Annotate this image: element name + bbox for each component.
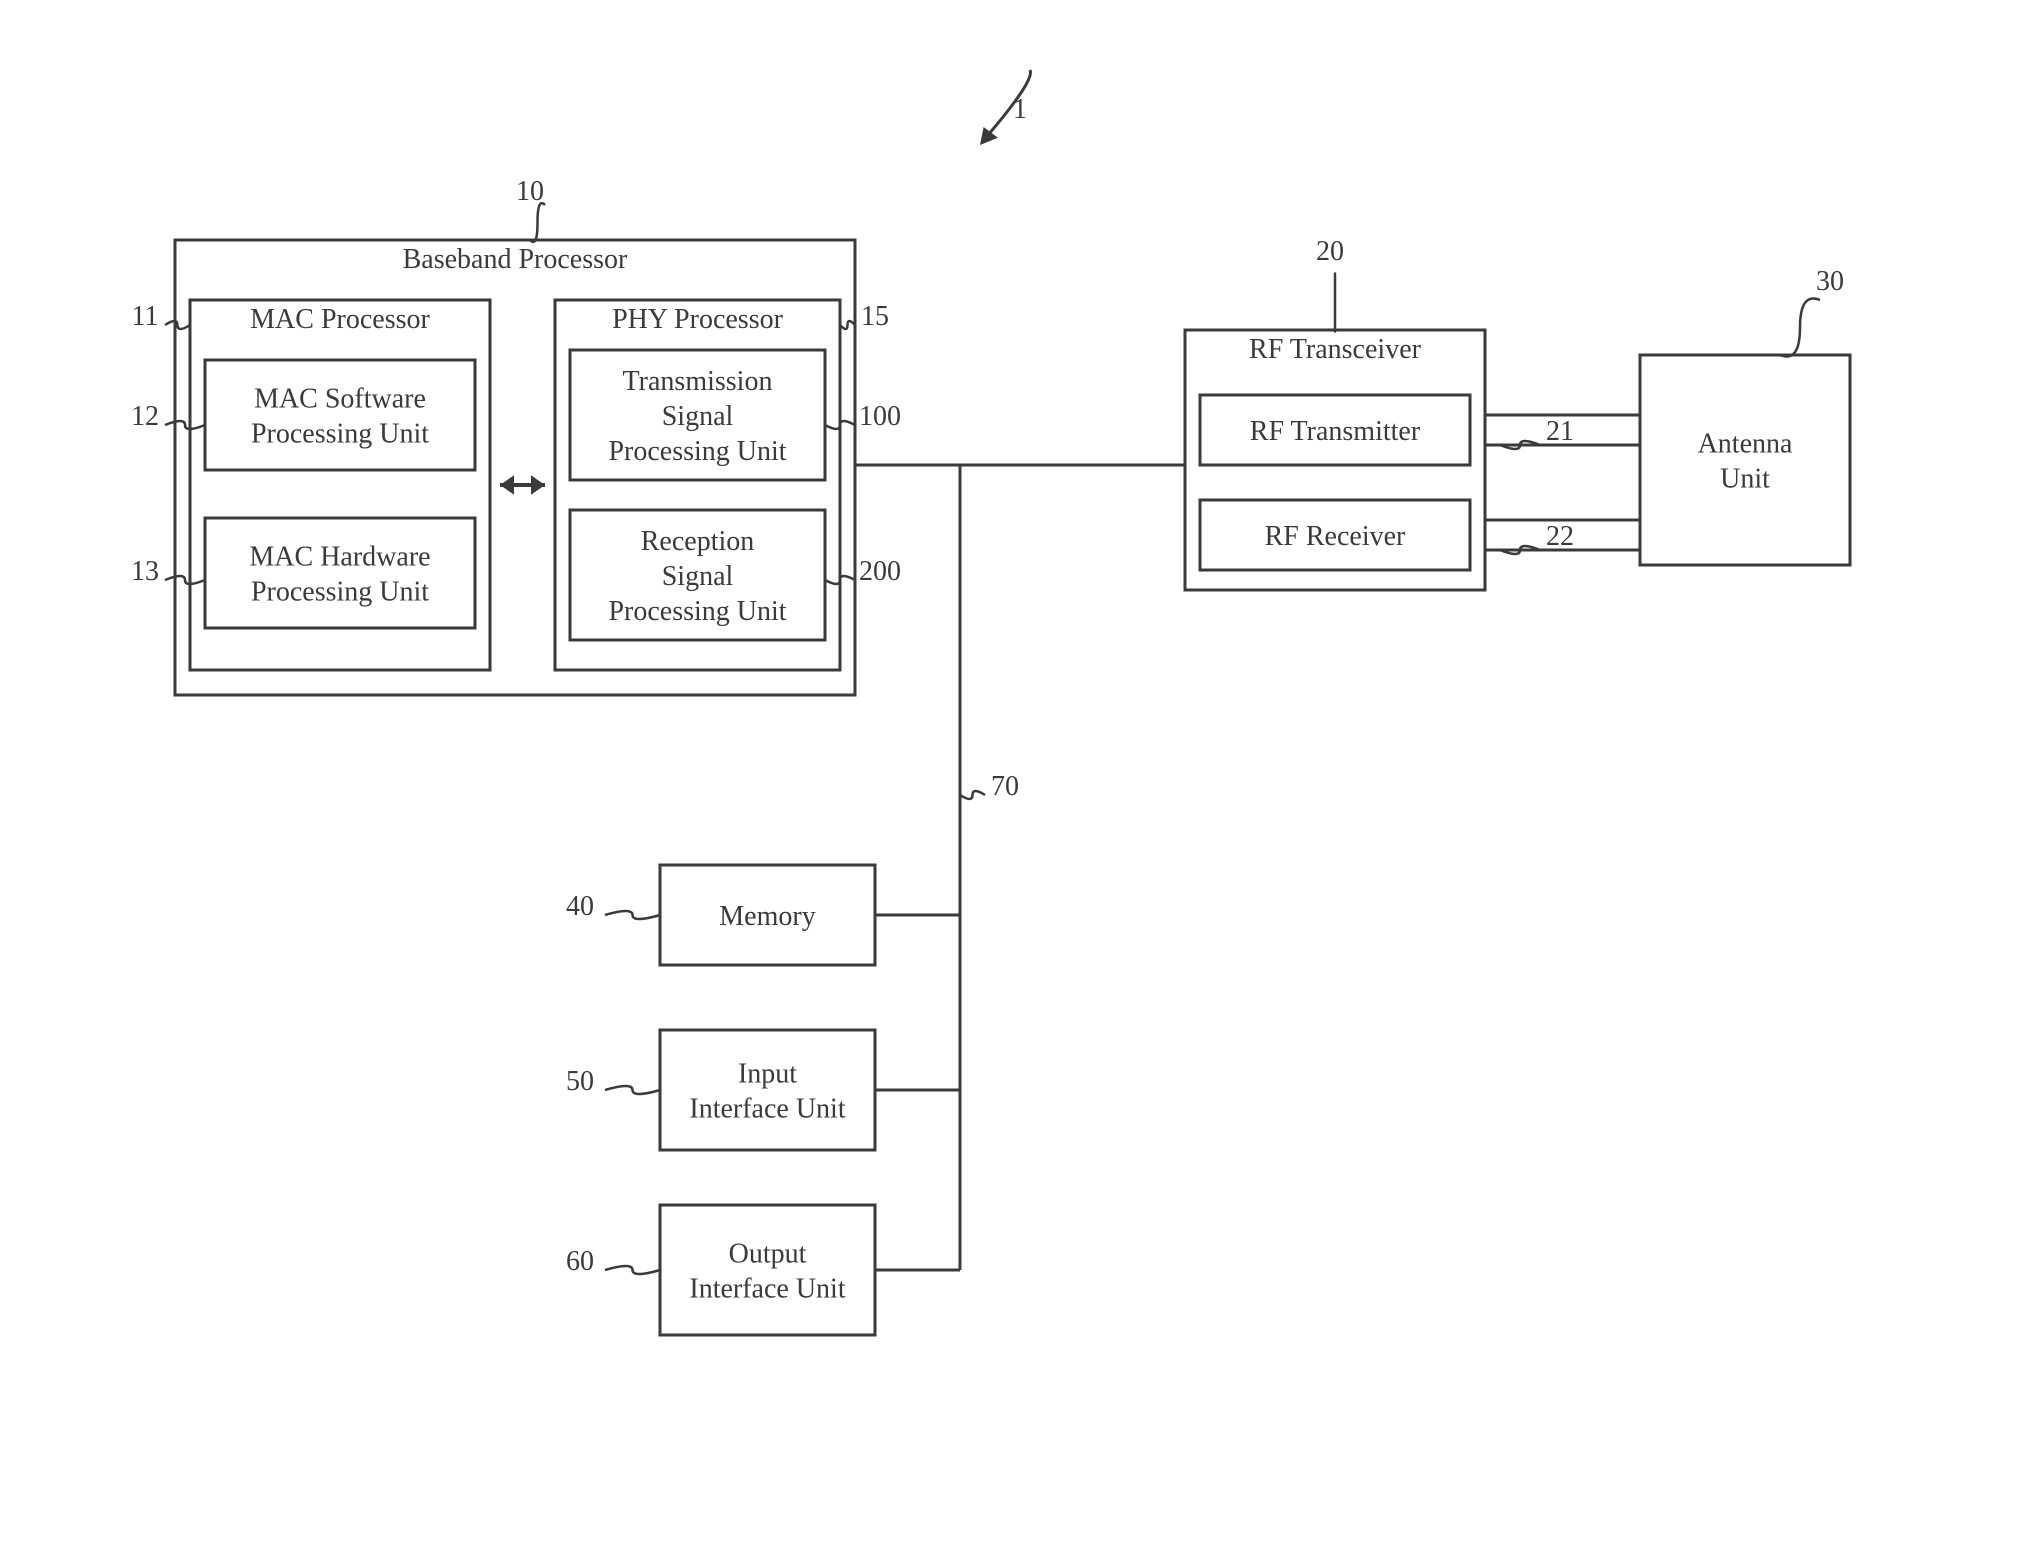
svg-text:30: 30: [1816, 266, 1844, 297]
svg-text:70: 70: [991, 771, 1019, 802]
mac_sw-box: [205, 360, 475, 470]
svg-text:11: 11: [132, 301, 159, 332]
svg-text:Processing Unit: Processing Unit: [608, 436, 786, 467]
svg-text:15: 15: [861, 301, 889, 332]
svg-text:20: 20: [1316, 236, 1344, 267]
svg-text:Processing Unit: Processing Unit: [251, 576, 429, 607]
svg-text:RF Transmitter: RF Transmitter: [1250, 416, 1421, 447]
svg-text:12: 12: [131, 401, 159, 432]
svg-text:50: 50: [566, 1066, 594, 1097]
svg-text:Output: Output: [729, 1238, 807, 1269]
svg-text:Input: Input: [738, 1058, 797, 1089]
svg-text:Interface Unit: Interface Unit: [689, 1273, 845, 1304]
svg-text:Baseband Processor: Baseband Processor: [403, 244, 628, 275]
input-box: [660, 1030, 875, 1150]
svg-text:Transmission: Transmission: [623, 366, 773, 397]
svg-text:Unit: Unit: [1720, 463, 1770, 494]
svg-text:Processing Unit: Processing Unit: [251, 418, 429, 449]
mac-box: [190, 300, 490, 670]
svg-text:PHY Processor: PHY Processor: [612, 304, 784, 335]
block-diagram: Baseband Processor MAC Processor MAC Softw…: [0, 0, 2038, 1555]
output-box: [660, 1205, 875, 1335]
svg-text:40: 40: [566, 891, 594, 922]
svg-text:10: 10: [516, 176, 544, 207]
svg-text:21: 21: [1546, 416, 1574, 447]
svg-text:Memory: Memory: [719, 901, 815, 932]
svg-text:MAC Software: MAC Software: [254, 383, 426, 414]
svg-text:Signal: Signal: [662, 561, 734, 592]
mac_hw-box: [205, 518, 475, 628]
svg-text:100: 100: [859, 401, 901, 432]
svg-text:Antenna: Antenna: [1698, 428, 1793, 459]
svg-text:Processing Unit: Processing Unit: [608, 596, 786, 627]
svg-text:Signal: Signal: [662, 401, 734, 432]
svg-text:RF Transceiver: RF Transceiver: [1249, 334, 1422, 365]
svg-text:60: 60: [566, 1246, 594, 1277]
svg-text:Interface Unit: Interface Unit: [689, 1093, 845, 1124]
svg-text:Reception: Reception: [641, 526, 755, 557]
svg-text:13: 13: [131, 556, 159, 587]
svg-text:MAC Hardware: MAC Hardware: [249, 541, 430, 572]
ant-box: [1640, 355, 1850, 565]
svg-text:1: 1: [1013, 94, 1027, 125]
svg-text:22: 22: [1546, 521, 1574, 552]
svg-text:MAC Processor: MAC Processor: [250, 304, 430, 335]
svg-text:RF Receiver: RF Receiver: [1265, 521, 1406, 552]
svg-text:200: 200: [859, 556, 901, 587]
